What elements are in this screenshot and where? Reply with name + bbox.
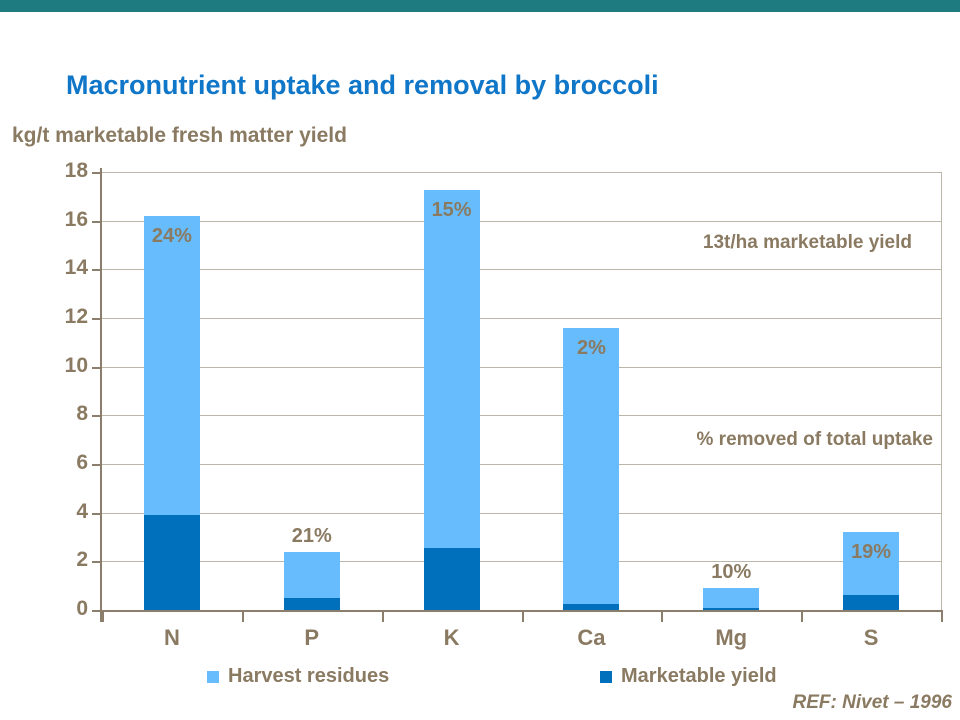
- y-axis-tick: [92, 366, 102, 369]
- y-axis-tick-label: 2: [76, 548, 88, 572]
- plot-right-border: [941, 172, 942, 611]
- y-axis-tick: [92, 269, 102, 272]
- x-axis-tick: [241, 610, 244, 622]
- top-accent-band: [0, 0, 960, 12]
- bar-segment-harvest-residues-K: [423, 190, 480, 548]
- y-axis-line: [100, 168, 102, 622]
- x-axis-tick: [102, 610, 104, 622]
- bar-segment-marketable-yield-N: [143, 515, 200, 610]
- x-axis-category-label-K: K: [443, 625, 460, 650]
- y-axis-tick-label: 8: [76, 402, 88, 426]
- removal-annotation: % removed of total uptake: [696, 429, 934, 450]
- page-title: Macronutrient uptake and removal by broc…: [66, 70, 659, 100]
- bar-percent-label-N: 24%: [151, 224, 192, 247]
- y-axis-tick: [92, 220, 102, 223]
- x-axis-category-label-P: P: [304, 625, 320, 650]
- bar-percent-label-P: 21%: [291, 524, 332, 547]
- x-axis-tick: [521, 610, 524, 622]
- x-axis-category-label-N: N: [163, 625, 180, 650]
- legend-item-marketable-yield: Marketable yield: [600, 665, 777, 688]
- y-axis-tick-label: 6: [76, 451, 88, 474]
- bar-segment-harvest-residues-P: [283, 551, 340, 598]
- bar-percent-label-Ca: 2%: [576, 336, 606, 359]
- y-axis-tick: [92, 464, 102, 466]
- y-axis-tick: [92, 172, 102, 174]
- x-axis-tick: [941, 610, 943, 622]
- x-axis-category-label-S: S: [863, 625, 879, 650]
- x-axis-tick: [801, 610, 804, 622]
- y-axis-tick: [92, 415, 102, 418]
- bar-segment-harvest-residues-Mg: [703, 588, 760, 608]
- legend-item-harvest-residues: Harvest residues: [207, 665, 389, 688]
- bar-percent-label-K: 15%: [431, 199, 472, 222]
- bar-segment-marketable-yield-K: [423, 547, 480, 610]
- bar-segment-harvest-residues-S: [843, 532, 900, 596]
- x-axis-line: [92, 610, 943, 612]
- yield-annotation: 13t/ha marketable yield: [702, 232, 912, 253]
- y-axis-tick-label: 16: [64, 207, 88, 231]
- bar-segment-harvest-residues-Ca: [563, 327, 620, 604]
- gridline: [102, 366, 941, 368]
- y-axis-tick-label: 12: [64, 305, 88, 328]
- gridline: [102, 269, 941, 271]
- x-axis-category-label-Mg: Mg: [715, 625, 748, 650]
- harvest-residues-swatch: [207, 670, 219, 683]
- bar-segment-marketable-yield-P: [283, 597, 340, 610]
- gridline: [102, 415, 941, 417]
- gridline: [102, 512, 941, 514]
- gridline: [102, 172, 941, 173]
- bar-segment-marketable-yield-Mg: [703, 607, 760, 610]
- y-axis-tick-label: 10: [64, 353, 88, 377]
- bar-segment-harvest-residues-N: [143, 215, 200, 516]
- bar-segment-marketable-yield-S: [843, 595, 900, 610]
- y-axis-tick-label: 0: [76, 597, 88, 620]
- y-axis-tick-label: 14: [64, 256, 88, 280]
- legend-label: Harvest residues: [228, 665, 390, 687]
- gridline: [102, 220, 941, 222]
- marketable-yield-swatch: [600, 670, 612, 683]
- x-axis-category-label-Ca: Ca: [577, 625, 606, 650]
- y-axis-unit-label: kg/t marketable fresh matter yield: [12, 124, 347, 147]
- gridline: [102, 561, 941, 563]
- y-axis-tick: [92, 561, 102, 564]
- y-axis-tick-label: 4: [76, 499, 88, 523]
- y-axis-tick-label: 18: [64, 159, 88, 182]
- gridline: [102, 464, 941, 465]
- legend-label: Marketable yield: [621, 665, 777, 687]
- bar-segment-marketable-yield-Ca: [563, 603, 620, 610]
- bar-percent-label-Mg: 10%: [711, 561, 752, 584]
- gridline: [102, 318, 941, 319]
- bar-percent-label-S: 19%: [851, 541, 892, 564]
- x-axis-tick: [381, 610, 384, 622]
- x-axis-tick: [661, 610, 664, 622]
- reference-citation: REF: Nivet – 1996: [792, 692, 952, 713]
- y-axis-tick: [92, 512, 102, 515]
- y-axis-tick: [92, 318, 102, 320]
